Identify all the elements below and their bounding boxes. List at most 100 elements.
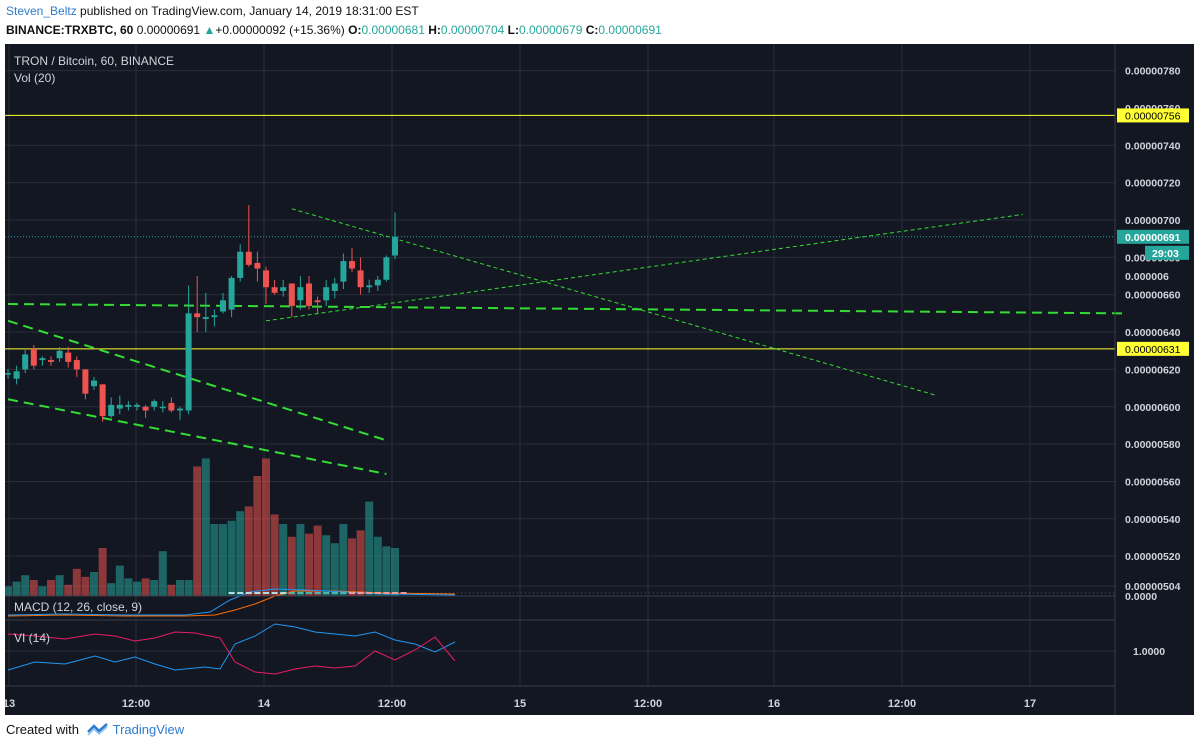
candle[interactable]: [56, 346, 63, 362]
candle-body: [237, 251, 244, 278]
candle-body: [99, 384, 106, 417]
candle[interactable]: [340, 253, 347, 290]
candle[interactable]: [392, 212, 398, 260]
candle[interactable]: [151, 399, 158, 411]
volume-bar: [5, 586, 12, 596]
candle[interactable]: [65, 346, 72, 368]
volume-bar: [365, 501, 374, 596]
high-value: 0.00000704: [440, 23, 505, 37]
candle[interactable]: [245, 205, 252, 267]
candle-body: [254, 262, 261, 269]
tradingview-logo-icon: [86, 722, 109, 739]
candle-body: [13, 371, 20, 379]
candle-body: [306, 283, 312, 306]
candle[interactable]: [366, 279, 373, 293]
chart-container[interactable]: 0.00000780 0.00000740 0.00000720 0.00000700…: [5, 44, 1194, 715]
macd-histogram-bar: [374, 592, 381, 594]
countdown-badge: [1145, 245, 1189, 260]
candle[interactable]: [5, 369, 11, 379]
candle[interactable]: [39, 356, 46, 366]
price-change: +0.00000092 (+15.36%): [215, 23, 345, 37]
candle[interactable]: [177, 406, 183, 420]
candle[interactable]: [48, 356, 54, 366]
volume-legend: Vol (20): [14, 71, 55, 85]
candle[interactable]: [99, 384, 106, 422]
candle[interactable]: [159, 401, 166, 413]
pane-separators[interactable]: [5, 595, 1115, 687]
candle[interactable]: [185, 285, 192, 415]
level-price-label: 0.00000631: [1125, 344, 1181, 356]
low-value: 0.00000679: [518, 23, 583, 37]
candle[interactable]: [168, 397, 175, 413]
macd-histogram-bar: [314, 592, 321, 594]
countdown-label: 29:03: [1152, 248, 1179, 260]
footer: Created with TradingView: [6, 722, 184, 739]
candle[interactable]: [116, 395, 123, 415]
trend-line-horizontal-support[interactable]: [7, 303, 1127, 315]
candle[interactable]: [13, 365, 20, 385]
macd-histogram-bar: [254, 592, 261, 594]
candle[interactable]: [374, 276, 381, 291]
candle-body: [383, 257, 390, 280]
candle-body: [56, 350, 63, 359]
candle[interactable]: [349, 248, 355, 273]
volume-bar: [107, 583, 116, 596]
candle[interactable]: [82, 369, 89, 400]
candle[interactable]: [383, 255, 390, 282]
candle-body: [73, 360, 80, 370]
price-axis[interactable]: 0.00000780 0.00000740 0.00000720 0.00000700…: [1114, 44, 1189, 715]
candle[interactable]: [254, 251, 261, 282]
candle[interactable]: [323, 279, 330, 306]
close-label: C:: [585, 23, 599, 37]
candle[interactable]: [357, 257, 364, 295]
candlesticks[interactable]: [5, 205, 398, 422]
trend-line-upper-falling[interactable]: [7, 319, 387, 442]
volume-bar: [193, 466, 202, 596]
symbol-legend: TRON / Bitcoin, 60, BINANCE: [14, 54, 174, 68]
trend-line-lower-falling[interactable]: [7, 398, 387, 475]
volume-bar: [38, 586, 47, 596]
time-axis[interactable]: 13 12:00 14 12:00 15 12:00 16 12:00 17: [5, 698, 1036, 710]
macd-histogram-bar: [340, 592, 347, 594]
candle-body: [22, 354, 29, 370]
price-tick-label: 0.00000540: [1125, 514, 1181, 526]
candle[interactable]: [91, 376, 97, 390]
candle-body: [211, 315, 218, 318]
created-with-text: Created with: [6, 722, 79, 737]
price-tick-label: 0.00000720: [1125, 178, 1181, 190]
chart-svg[interactable]: 0.00000780 0.00000740 0.00000720 0.00000700…: [5, 44, 1194, 715]
candle[interactable]: [30, 345, 37, 370]
candle-body: [168, 403, 175, 411]
candle[interactable]: [288, 283, 295, 318]
candle[interactable]: [22, 348, 29, 374]
candle[interactable]: [108, 397, 115, 418]
time-tick-label: 12:00: [634, 698, 662, 710]
macd-histogram-bar: [297, 592, 304, 594]
trend-line-rising[interactable]: [265, 213, 1023, 322]
candle[interactable]: [194, 276, 201, 333]
candle[interactable]: [73, 356, 80, 377]
candle[interactable]: [202, 292, 209, 333]
candle[interactable]: [331, 277, 338, 299]
candle[interactable]: [142, 404, 149, 418]
volume-bar: [210, 524, 219, 596]
candle[interactable]: [220, 292, 226, 314]
trend-lines[interactable]: [7, 208, 1127, 475]
candle[interactable]: [314, 296, 321, 314]
volume-bar: [262, 458, 270, 596]
candle[interactable]: [306, 276, 312, 310]
candle[interactable]: [134, 403, 140, 411]
candle[interactable]: [125, 401, 132, 411]
author-link[interactable]: Steven_Beltz: [6, 4, 77, 18]
volume-bar: [158, 551, 167, 596]
candle[interactable]: [271, 279, 278, 295]
candle-body: [288, 283, 295, 306]
price-tick-label: 0.00000620: [1125, 364, 1181, 376]
candle[interactable]: [228, 276, 235, 318]
tradingview-brand[interactable]: TradingView: [112, 722, 185, 737]
candle[interactable]: [297, 276, 304, 310]
candle[interactable]: [211, 309, 218, 327]
candle[interactable]: [263, 266, 269, 305]
candle[interactable]: [237, 244, 244, 282]
candle[interactable]: [280, 279, 287, 297]
